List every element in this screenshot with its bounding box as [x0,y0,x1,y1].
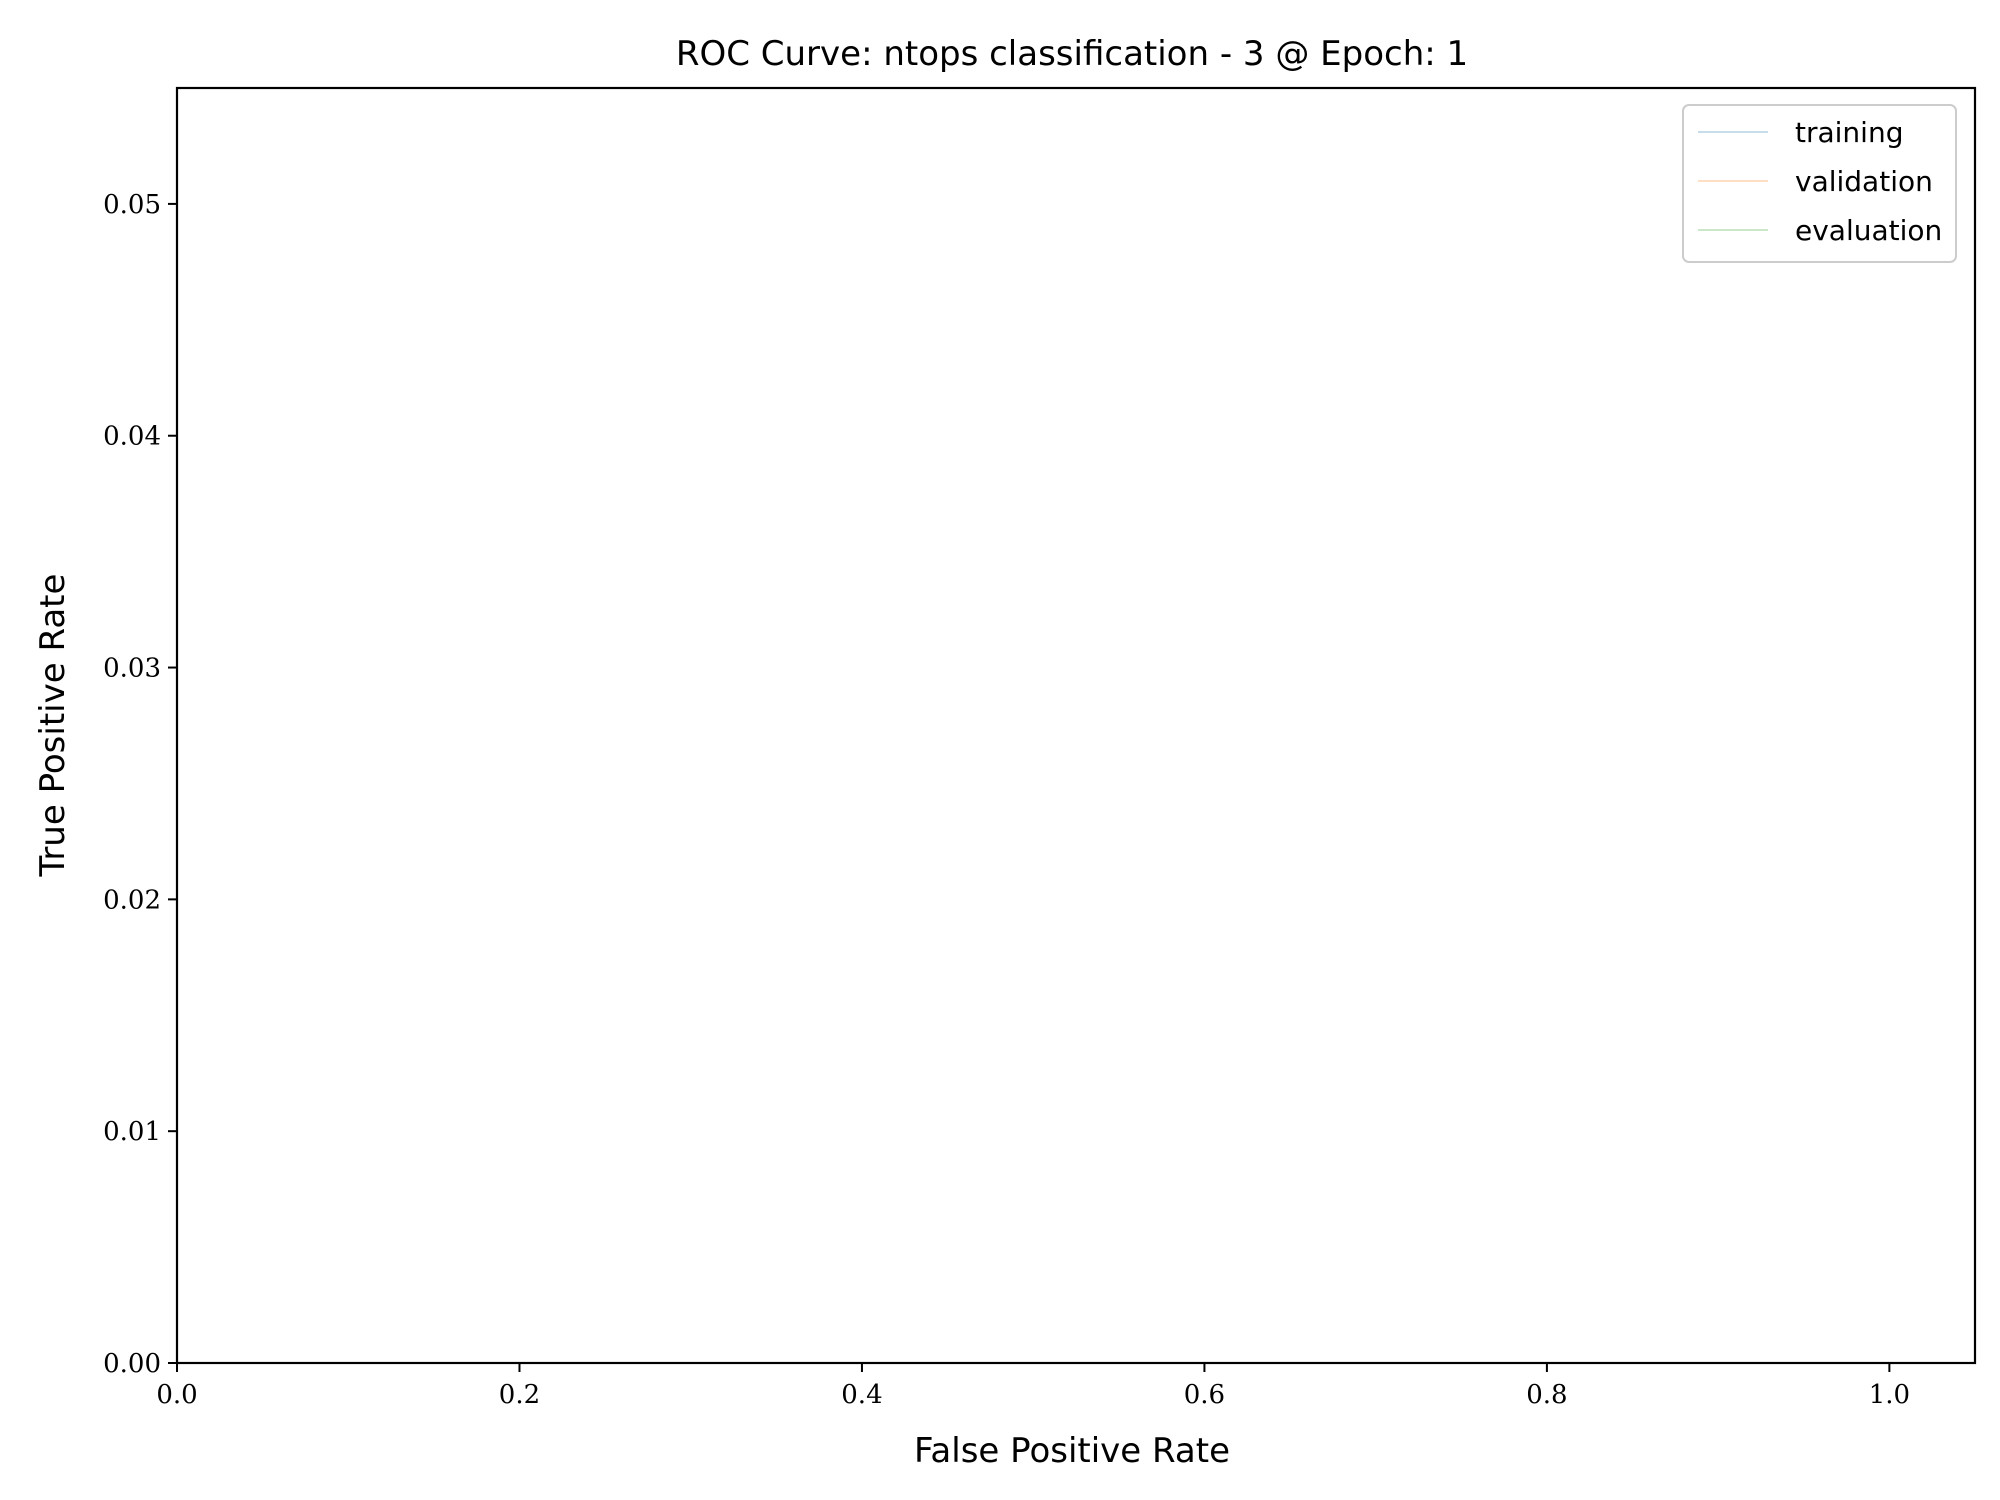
plot-area-frame [175,86,1977,1365]
legend-box [1682,104,1957,263]
legend-label-evaluation: evaluation [1795,214,1942,247]
y-tick-label: 0.00 [103,1349,161,1379]
legend: training validation evaluation [1682,104,1957,263]
y-tick-label: 0.01 [103,1117,161,1147]
chart-title: ROC Curve: ntops classification - 3 @ Ep… [676,34,1468,74]
y-axis-label: True Positive Rate [33,574,73,878]
x-tick-label: 0.2 [499,1380,540,1410]
x-tick-label: 0.4 [841,1380,882,1410]
x-tick-label: 0.8 [1526,1380,1567,1410]
y-axis-ticks: 0.00 0.01 0.02 0.03 0.04 0.05 [103,190,177,1379]
legend-items: training validation evaluation [1698,116,1942,247]
x-tick-label: 1.0 [1869,1380,1910,1410]
x-axis-label: False Positive Rate [914,1431,1230,1471]
y-tick-label: 0.02 [103,885,161,915]
y-tick-label: 0.04 [103,422,161,452]
x-tick-label: 0.6 [1184,1380,1225,1410]
y-tick-label: 0.05 [103,190,161,220]
x-tick-label: 0.0 [156,1380,197,1410]
legend-label-validation: validation [1795,165,1933,198]
x-axis-ticks: 0.0 0.2 0.4 0.6 0.8 1.0 [156,1363,1910,1410]
legend-label-training: training [1795,116,1903,149]
y-tick-label: 0.03 [103,654,161,684]
